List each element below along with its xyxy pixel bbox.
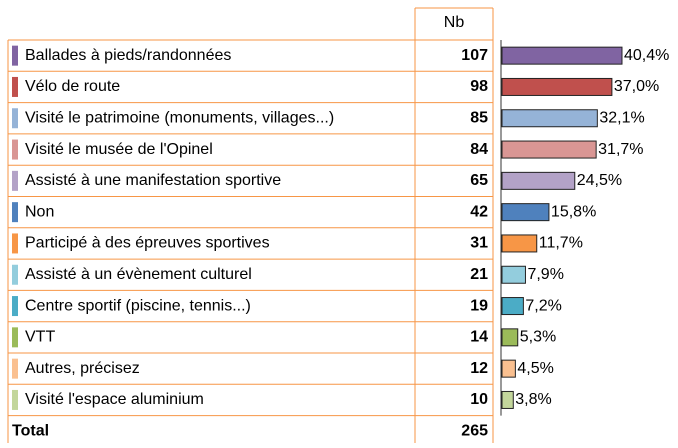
color-chip: [12, 76, 18, 97]
count: 12: [470, 360, 488, 377]
total-label: Total: [12, 422, 49, 439]
count: 31: [470, 235, 488, 252]
value-label: 4,5%: [517, 360, 553, 377]
count: 84: [470, 141, 488, 158]
bar: [501, 171, 576, 190]
bar: [501, 265, 526, 284]
value-label: 11,7%: [539, 235, 583, 252]
count: 42: [470, 203, 488, 220]
color-chip: [12, 296, 18, 317]
value-label: 24,5%: [577, 172, 622, 189]
color-chip: [12, 202, 18, 223]
count: 21: [470, 266, 488, 283]
bar: [501, 140, 597, 159]
category-label: VTT: [25, 329, 55, 346]
value-label: 7,9%: [527, 266, 563, 283]
color-chip: [12, 264, 18, 285]
category-label: Visité le patrimoine (monuments, village…: [25, 109, 334, 126]
category-label: Visité le musée de l'Opinel: [25, 141, 213, 158]
value-label: 31,7%: [598, 141, 643, 158]
color-chip: [12, 358, 18, 379]
color-chip: [12, 139, 18, 160]
bar: [501, 109, 598, 128]
color-chip: [12, 108, 18, 129]
color-chip: [12, 233, 18, 254]
color-chip: [12, 327, 18, 348]
bar: [501, 328, 519, 347]
count: 107: [461, 47, 488, 64]
column-header: Nb: [444, 14, 465, 31]
bar: [501, 390, 514, 409]
bar: [501, 77, 613, 96]
category-label: Centre sportif (piscine, tennis...): [25, 297, 251, 314]
value-label: 3,8%: [515, 391, 551, 408]
bar: [501, 297, 524, 316]
count: 19: [470, 297, 488, 314]
bar: [501, 203, 550, 222]
bar: [501, 46, 623, 65]
category-label: Autres, précisez: [25, 360, 140, 377]
value-label: 37,0%: [614, 78, 659, 95]
count: 85: [470, 109, 488, 126]
total: 265: [461, 422, 488, 439]
count: 98: [470, 78, 488, 95]
value-label: 5,3%: [520, 329, 556, 346]
count: 10: [470, 391, 488, 408]
value-label: 32,1%: [599, 109, 644, 126]
bar: [501, 234, 538, 253]
count: 14: [470, 329, 488, 346]
color-chip: [12, 45, 18, 66]
category-label: Vélo de route: [25, 78, 120, 95]
color-chip: [12, 170, 18, 191]
value-label: 7,2%: [525, 297, 561, 314]
category-label: Assisté à une manifestation sportive: [25, 172, 281, 189]
category-label: Participé à des épreuves sportives: [25, 235, 270, 252]
count: 65: [470, 172, 488, 189]
category-label: Visité l'espace aluminium: [25, 391, 204, 408]
category-label: Non: [25, 203, 54, 220]
category-label: Ballades à pieds/randonnées: [25, 47, 231, 64]
value-label: 15,8%: [551, 203, 596, 220]
color-chip: [12, 389, 18, 410]
category-label: Assisté à un évènement culturel: [25, 266, 252, 283]
value-label: 40,4%: [624, 47, 669, 64]
bar: [501, 359, 516, 378]
